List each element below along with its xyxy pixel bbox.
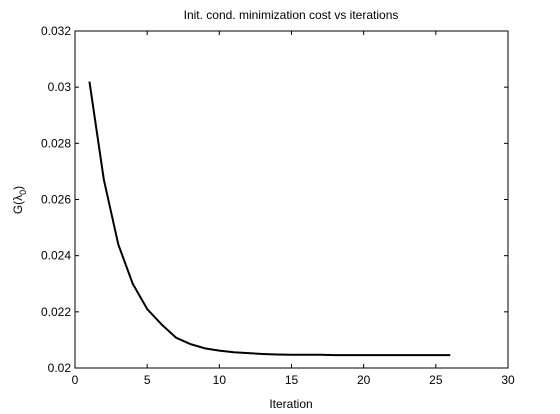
x-tick-label: 0 (72, 373, 79, 387)
x-axis: 0 5 10 15 20 25 30 (72, 31, 515, 387)
x-tick-label: 30 (501, 373, 515, 387)
x-tick-label: 10 (213, 373, 227, 387)
y-axis-label-main: G(λ (11, 195, 25, 214)
x-tick-label: 25 (429, 373, 443, 387)
y-tick-label: 0.022 (41, 305, 71, 319)
y-axis-label: G(λ0) (11, 186, 28, 214)
y-axis-label-end: ) (11, 186, 25, 190)
series-layer (88, 81, 451, 357)
y-tick-label: 0.028 (41, 136, 71, 150)
y-axis: 0.02 0.022 0.024 0.026 0.028 0.03 0.032 (41, 24, 508, 375)
x-tick-label: 5 (144, 373, 151, 387)
series-line (88, 81, 451, 357)
y-tick-label: 0.026 (41, 193, 71, 207)
y-tick-label: 0.02 (48, 361, 72, 375)
x-axis-label: Iteration (269, 397, 312, 411)
y-axis-label-subscript: 0 (18, 190, 28, 195)
y-tick-label: 0.032 (41, 24, 71, 38)
y-tick-label: 0.03 (48, 80, 72, 94)
x-tick-label: 15 (285, 373, 299, 387)
x-tick-label: 20 (357, 373, 371, 387)
y-tick-label: 0.024 (41, 249, 71, 263)
plot-area (74, 30, 509, 369)
chart-title: Init. cond. minimization cost vs iterati… (184, 8, 399, 22)
